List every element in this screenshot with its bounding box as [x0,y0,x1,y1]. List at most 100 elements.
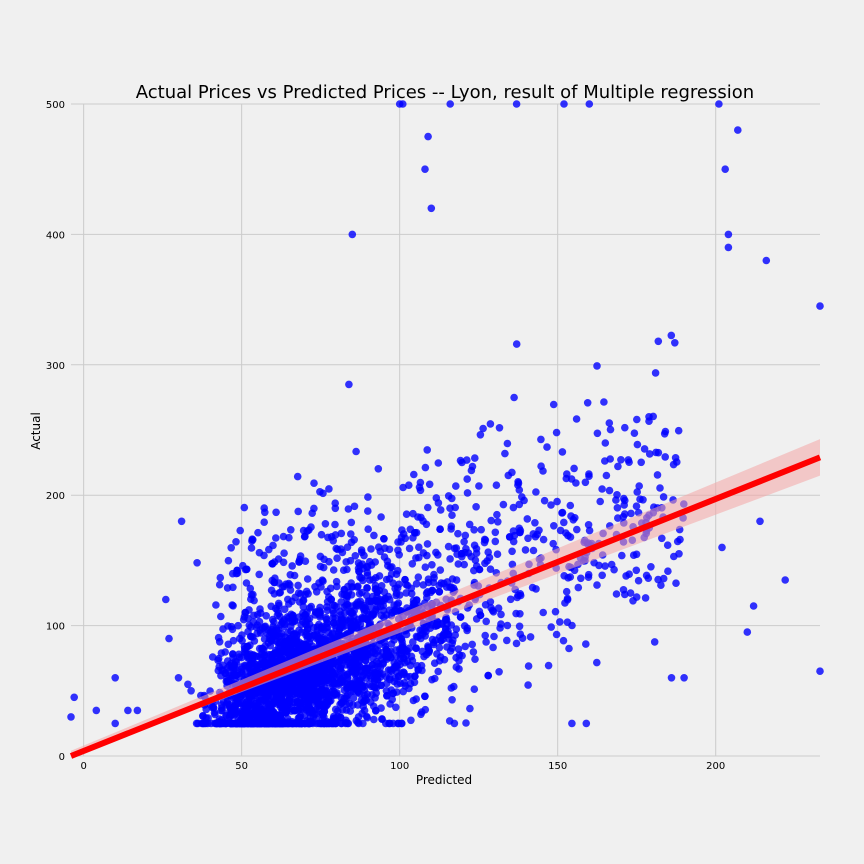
data-point [392,646,400,654]
data-point [369,576,377,584]
data-point [512,100,521,108]
confidence-band [71,439,820,756]
data-points [67,100,824,728]
data-point [612,590,621,598]
data-point [421,692,429,701]
data-point [493,510,501,519]
data-point [315,673,323,681]
data-point [248,710,257,718]
data-point [360,551,368,560]
data-point [461,642,470,651]
data-point [466,704,474,713]
data-point [428,635,437,644]
data-point [582,719,591,728]
y-tick-label: 0 [59,752,65,763]
data-point [67,713,75,721]
data-point [242,579,251,587]
data-point [614,462,622,471]
data-point [389,579,397,587]
data-point [288,611,297,620]
data-point [781,576,789,584]
data-point [224,556,233,565]
data-point [278,719,287,728]
data-point [743,628,752,636]
data-point [254,528,262,537]
data-point [382,651,391,659]
data-point [499,500,508,509]
data-point [307,523,315,531]
data-point [326,584,335,593]
data-point [509,537,518,546]
data-point [568,719,576,728]
data-point [652,448,660,457]
data-point [560,100,568,108]
data-point [354,713,363,721]
data-point [217,612,225,621]
data-point [424,503,432,512]
data-point [618,551,626,560]
data-point [367,545,375,553]
data-point [539,467,547,475]
data-point [421,165,429,173]
data-point [509,503,518,512]
data-point [543,443,551,451]
data-point [331,504,340,513]
data-point [217,706,225,715]
data-point [322,671,331,679]
data-point [325,485,333,493]
data-point [547,501,555,509]
data-point [223,584,232,592]
data-point [560,518,568,527]
data-point [624,456,633,464]
data-point [215,580,224,589]
data-point [724,243,733,252]
data-point [255,570,263,579]
data-point [671,339,679,347]
data-point [463,475,472,483]
data-point [370,683,379,692]
data-point [267,586,276,595]
data-point [537,435,545,444]
data-point [409,509,417,518]
data-point [305,614,314,623]
data-point [307,718,316,727]
data-point [435,643,444,652]
data-point [333,582,341,591]
data-point [371,677,379,685]
data-point [343,600,351,608]
data-point [351,671,360,679]
data-point [240,503,249,512]
data-point [322,719,331,728]
y-tick-label: 100 [46,622,65,633]
data-point [629,551,638,559]
data-point [418,666,426,675]
data-point [539,535,548,544]
data-point [406,672,414,681]
x-tick-label: 50 [235,761,248,772]
y-tick-label: 400 [46,230,65,241]
data-point [263,629,271,637]
data-point [407,652,416,661]
data-point [377,582,386,590]
data-point [596,497,604,506]
data-point [442,615,450,624]
data-point [253,664,261,673]
data-point [454,645,463,653]
data-point [718,543,726,552]
data-point [481,631,490,640]
data-point [259,709,268,718]
data-point [375,652,383,660]
data-point [518,493,526,501]
data-point [516,526,525,535]
data-point [242,565,251,574]
data-point [271,719,279,728]
data-point [295,719,304,728]
data-point [605,486,614,495]
data-point [656,484,664,492]
data-point [633,440,642,449]
data-point [606,425,615,434]
data-point [470,541,479,550]
data-point [593,429,602,438]
data-point [165,634,173,643]
